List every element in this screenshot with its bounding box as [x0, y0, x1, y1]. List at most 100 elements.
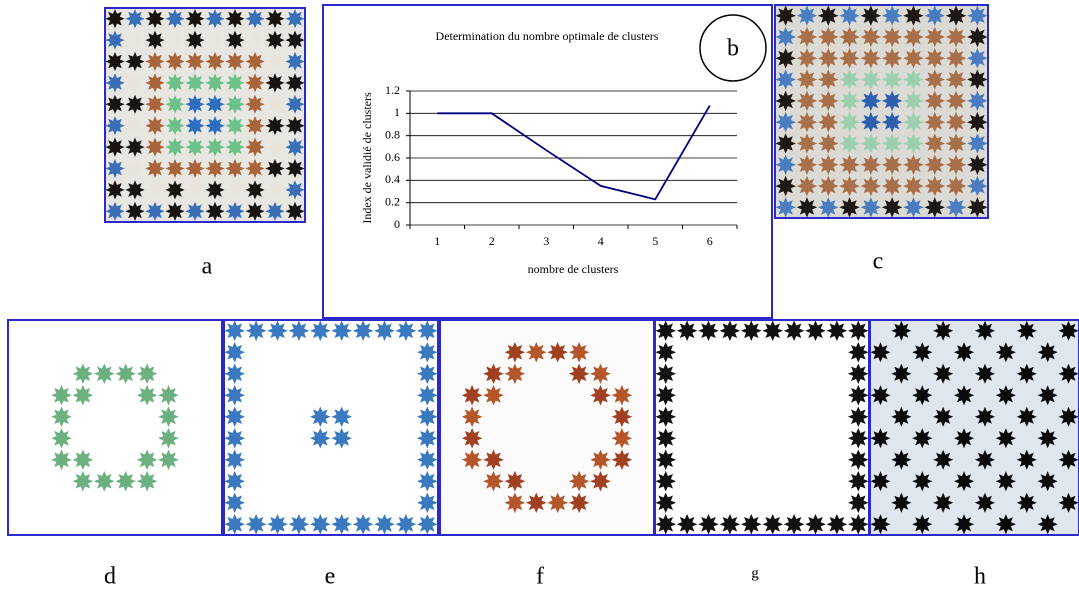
tile [612, 428, 633, 449]
tile [265, 202, 284, 221]
tile [1038, 385, 1058, 405]
tile [310, 428, 331, 449]
tile [105, 180, 124, 199]
panel-label: f [536, 564, 544, 590]
tile [245, 180, 264, 199]
tile [848, 364, 869, 385]
tile [1059, 450, 1079, 470]
tile [818, 27, 839, 48]
tile [839, 197, 860, 218]
tile [417, 493, 438, 514]
tile [225, 202, 244, 221]
tile [946, 112, 967, 132]
tile [285, 202, 304, 221]
tile [891, 493, 911, 513]
tile [818, 69, 839, 90]
tile [775, 48, 796, 69]
mosaic-image [8, 320, 222, 535]
tile [185, 116, 204, 135]
tile [185, 52, 204, 71]
tile [267, 514, 288, 535]
tile [839, 133, 860, 154]
tile [205, 95, 224, 114]
tile [310, 514, 331, 535]
tile [775, 176, 796, 197]
y-tick-label: 1 [394, 105, 400, 119]
tile [224, 385, 245, 406]
tile [125, 180, 144, 199]
tile [882, 91, 903, 112]
tile [105, 73, 124, 92]
annotation: b [727, 36, 739, 62]
tile [205, 138, 224, 157]
y-tick-label: 0 [394, 217, 400, 231]
tile [265, 73, 284, 92]
tile [1017, 407, 1037, 427]
tile [655, 321, 676, 342]
tile [954, 471, 974, 491]
tile [353, 514, 374, 535]
tile [975, 364, 995, 384]
tile [861, 112, 882, 132]
x-tick-label: 5 [652, 234, 658, 248]
tile [797, 69, 818, 90]
tile [946, 48, 967, 69]
tile [145, 31, 164, 50]
tile [848, 471, 869, 492]
tile [462, 428, 483, 449]
y-tick-label: 0.6 [385, 150, 400, 164]
tile [125, 159, 144, 178]
tile [462, 407, 483, 428]
tile [73, 364, 94, 385]
tile [903, 197, 924, 218]
panel-label: g [751, 565, 759, 581]
tile [73, 471, 94, 492]
tile [797, 48, 818, 69]
tile [245, 95, 264, 114]
tile [225, 138, 244, 157]
tile [205, 52, 224, 71]
tile [225, 116, 244, 135]
tile [105, 31, 124, 50]
tile [145, 116, 164, 135]
tile [265, 31, 284, 50]
x-tick-label: 6 [707, 234, 713, 248]
tile [925, 27, 946, 48]
tile [224, 428, 245, 449]
tile [285, 180, 304, 199]
tile [1038, 342, 1058, 362]
tile [265, 116, 284, 135]
tile [105, 95, 124, 114]
tile [285, 138, 304, 157]
tile [331, 428, 352, 449]
tile [285, 31, 304, 50]
tile [417, 321, 438, 342]
tile [94, 364, 115, 385]
tile [374, 321, 395, 342]
tile [839, 5, 860, 26]
tile [925, 91, 946, 112]
tile [224, 471, 245, 492]
tile [165, 31, 184, 50]
tile [185, 180, 204, 199]
tile [125, 138, 144, 157]
tile [205, 9, 224, 28]
tile [51, 407, 72, 428]
tile [105, 52, 124, 71]
tile [51, 385, 72, 406]
tile [967, 197, 988, 218]
tile [115, 364, 136, 385]
tile [396, 321, 417, 342]
tile [115, 471, 136, 492]
tile [125, 31, 144, 50]
tile [94, 471, 115, 492]
tile [912, 471, 932, 491]
tile [903, 69, 924, 90]
tile [145, 180, 164, 199]
tile [967, 5, 988, 26]
tile [125, 52, 144, 71]
tile [1059, 407, 1079, 427]
tile [946, 176, 967, 197]
x-axis-label: nombre de clusters [528, 262, 619, 276]
tile [417, 471, 438, 492]
